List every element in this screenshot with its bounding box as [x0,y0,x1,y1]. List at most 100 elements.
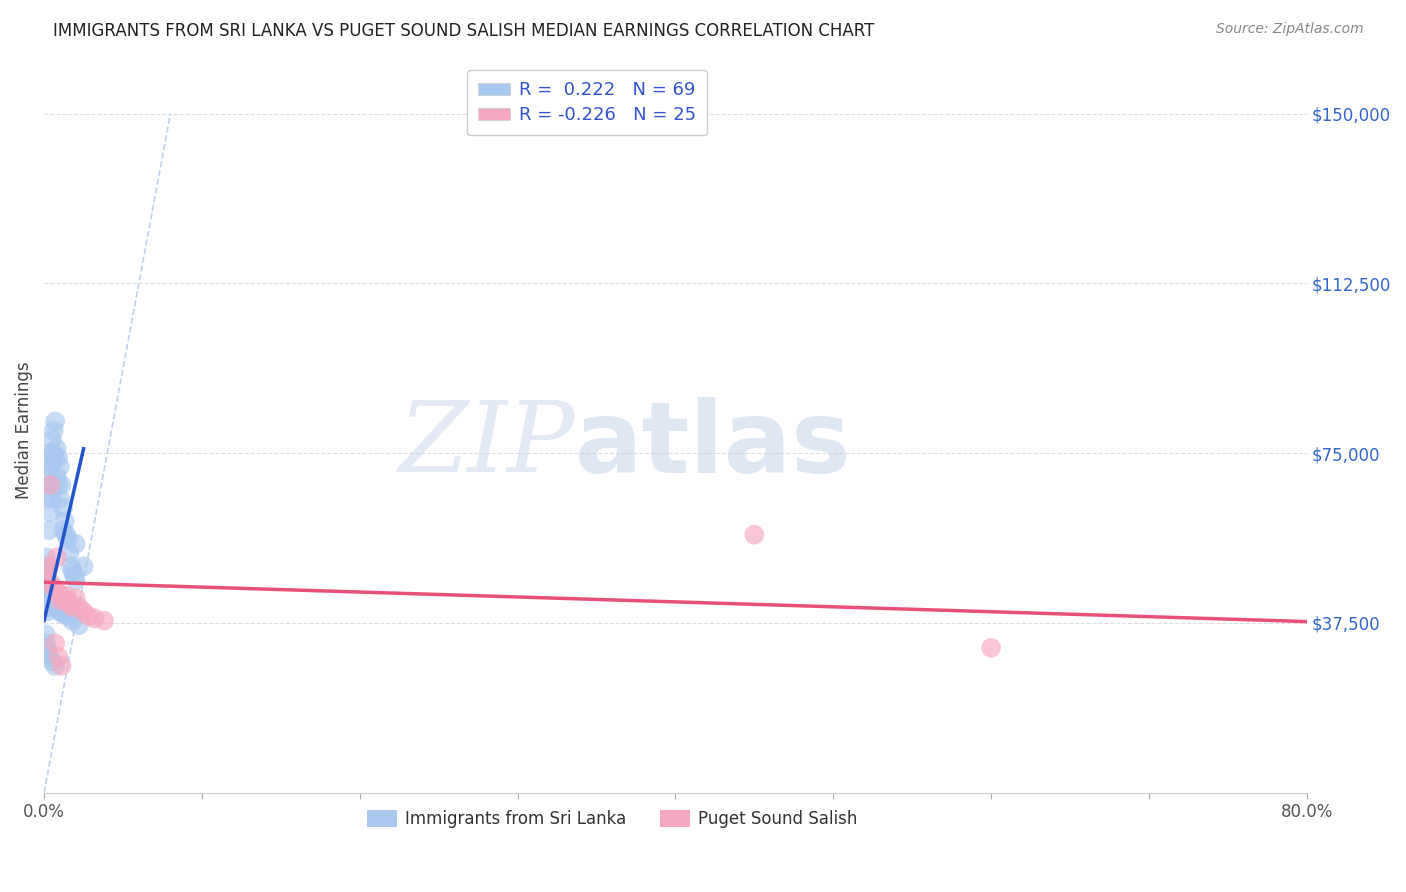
Point [83,611,105,625]
Point [46,600,69,615]
Point [42,424,65,438]
Point [744,527,766,541]
Point [59,559,82,574]
Point [77,609,100,624]
Text: Source: ZipAtlas.com: Source: ZipAtlas.com [1216,22,1364,37]
Point [51,478,73,492]
Point [37,596,59,610]
Point [44,582,66,596]
Point [65,573,87,587]
Point [62,600,84,615]
Point [53,514,76,528]
Point [38,559,60,574]
Point [37,559,59,574]
Point [39,591,62,605]
Point [41,654,63,668]
Point [62,564,84,578]
Point [34,550,56,565]
Point [52,591,75,605]
Point [41,596,63,610]
Point [65,537,87,551]
Point [44,415,66,429]
Text: ZIP: ZIP [398,398,575,492]
Point [49,605,72,619]
Point [56,532,79,546]
Point [44,659,66,673]
Point [56,596,79,610]
Point [41,433,63,447]
Point [58,596,80,610]
Point [52,500,75,515]
Point [72,559,94,574]
Point [37,573,59,587]
Text: atlas: atlas [575,397,851,493]
Point [45,600,67,615]
Point [980,640,1002,655]
Point [37,568,59,582]
Point [38,446,60,460]
Point [38,468,60,483]
Point [39,478,62,492]
Point [41,455,63,469]
Point [41,586,63,600]
Point [34,573,56,587]
Point [46,478,69,492]
Point [55,527,77,541]
Point [37,577,59,591]
Legend: Immigrants from Sri Lanka, Puget Sound Salish: Immigrants from Sri Lanka, Puget Sound S… [360,804,865,835]
Point [34,577,56,591]
Point [52,523,75,537]
Point [45,468,67,483]
Point [51,659,73,673]
Point [37,640,59,655]
Point [58,546,80,560]
Point [62,614,84,628]
Point [39,459,62,474]
Point [34,636,56,650]
Point [34,600,56,615]
Point [44,596,66,610]
Point [51,605,73,619]
Point [52,607,75,621]
Point [34,627,56,641]
Point [37,586,59,600]
Point [34,564,56,578]
Point [49,586,72,600]
Point [38,596,60,610]
Point [37,605,59,619]
Point [41,491,63,506]
Point [41,577,63,591]
Point [38,523,60,537]
Point [44,636,66,650]
Point [56,609,79,624]
Point [42,446,65,460]
Point [46,450,69,465]
Point [67,600,90,615]
Point [49,491,72,506]
Point [44,450,66,465]
Point [49,593,72,607]
Point [46,649,69,664]
Point [39,600,62,615]
Point [45,442,67,456]
Point [72,605,94,619]
Point [38,586,60,600]
Y-axis label: Median Earnings: Median Earnings [15,362,32,500]
Point [63,568,86,582]
Point [42,591,65,605]
Point [55,589,77,603]
Text: IMMIGRANTS FROM SRI LANKA VS PUGET SOUND SALISH MEDIAN EARNINGS CORRELATION CHAR: IMMIGRANTS FROM SRI LANKA VS PUGET SOUND… [53,22,875,40]
Point [65,591,87,605]
Point [38,491,60,506]
Point [34,564,56,578]
Point [67,618,90,632]
Point [42,478,65,492]
Point [38,649,60,664]
Point [49,459,72,474]
Point [39,505,62,519]
Point [37,645,59,659]
Point [34,591,56,605]
Point [45,550,67,565]
Point [39,478,62,492]
Point [93,614,115,628]
